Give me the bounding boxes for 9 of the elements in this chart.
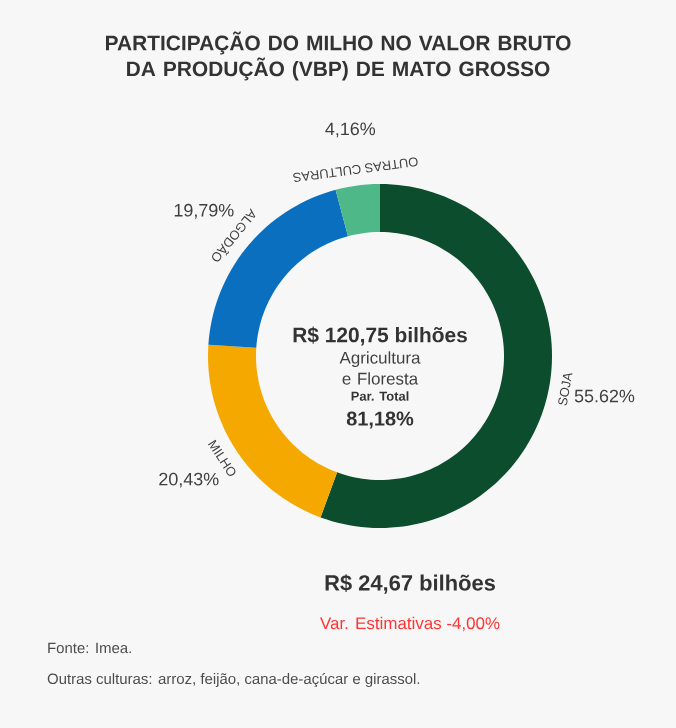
- chart-title: PARTICIPAÇÃO DO MILHO NO VALOR BRUTO DA PRODUÇÃO (VBP) DE MATO GROSSO: [105, 31, 571, 81]
- data-label: 55.62%: [574, 389, 635, 403]
- text: 81,18%: [346, 411, 414, 429]
- text: Var. Estimativas -4,00%: [320, 616, 500, 632]
- data-label: 4,16%: [325, 122, 376, 138]
- text: Agricultura e Floresta: [339, 351, 421, 385]
- data-label: 20,43%: [159, 472, 219, 488]
- text: R$ 24,67 bilhões: [325, 574, 495, 594]
- text: R$ 120,75 bilhões: [293, 326, 467, 346]
